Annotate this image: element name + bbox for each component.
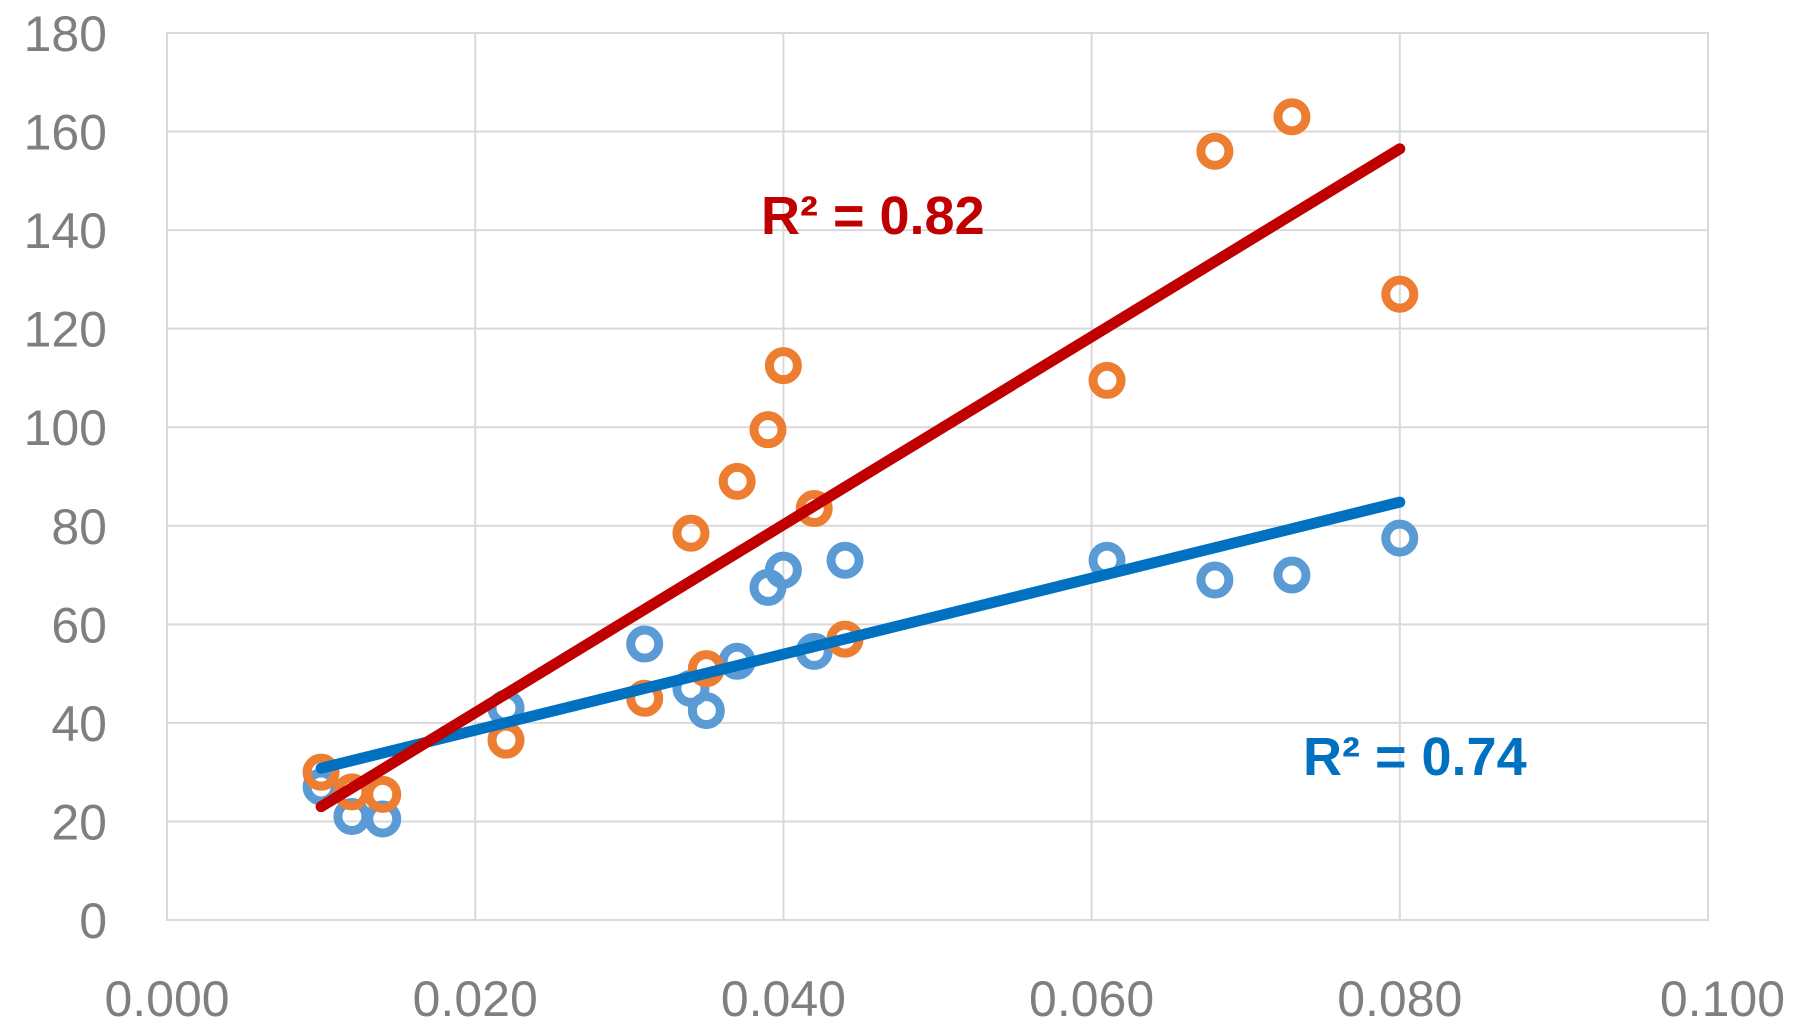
y-tick-label: 20 xyxy=(51,794,107,850)
x-tick-label: 0.000 xyxy=(104,971,229,1027)
series-0-point xyxy=(626,625,664,663)
series-1-point xyxy=(749,411,787,449)
x-tick-label: 0.060 xyxy=(1029,971,1154,1027)
x-tick-label: 0.040 xyxy=(721,971,846,1027)
series-1-point xyxy=(718,462,756,500)
x-tick-label: 0.100 xyxy=(1660,971,1785,1027)
series-1-point xyxy=(364,775,402,813)
y-tick-label: 180 xyxy=(24,6,107,62)
series-1-point xyxy=(1088,361,1126,399)
y-tick-label: 100 xyxy=(24,400,107,456)
series-0-point xyxy=(826,541,864,579)
series-1-point xyxy=(672,514,710,552)
x-tick-label: 0.080 xyxy=(1337,971,1462,1027)
series-1-trendline xyxy=(315,143,1406,813)
y-tick-label: 40 xyxy=(51,696,107,752)
y-tick-label: 60 xyxy=(51,597,107,653)
series-0-point xyxy=(1381,519,1419,557)
plot-area xyxy=(166,32,1709,921)
y-tick-label: 120 xyxy=(24,302,107,358)
series-1-point xyxy=(302,753,340,791)
series-0-point xyxy=(764,551,802,589)
series-0-point xyxy=(1273,556,1311,594)
series-0-point xyxy=(1196,561,1234,599)
series-0-r2-label: R² = 0.74 xyxy=(1303,727,1527,787)
series-1-point xyxy=(1273,98,1311,136)
y-tick-label: 0 xyxy=(79,893,107,949)
x-tick-label: 0.020 xyxy=(413,971,538,1027)
y-tick-label: 160 xyxy=(24,105,107,161)
series-0-point xyxy=(687,692,725,730)
series-1-r2-label: R² = 0.82 xyxy=(761,186,985,246)
series-0-trendline xyxy=(315,496,1406,774)
y-tick-label: 140 xyxy=(24,203,107,259)
series-1-point xyxy=(1381,275,1419,313)
y-tick-label: 80 xyxy=(51,499,107,555)
series-1-point xyxy=(1196,132,1234,170)
series-1-point xyxy=(764,347,802,385)
